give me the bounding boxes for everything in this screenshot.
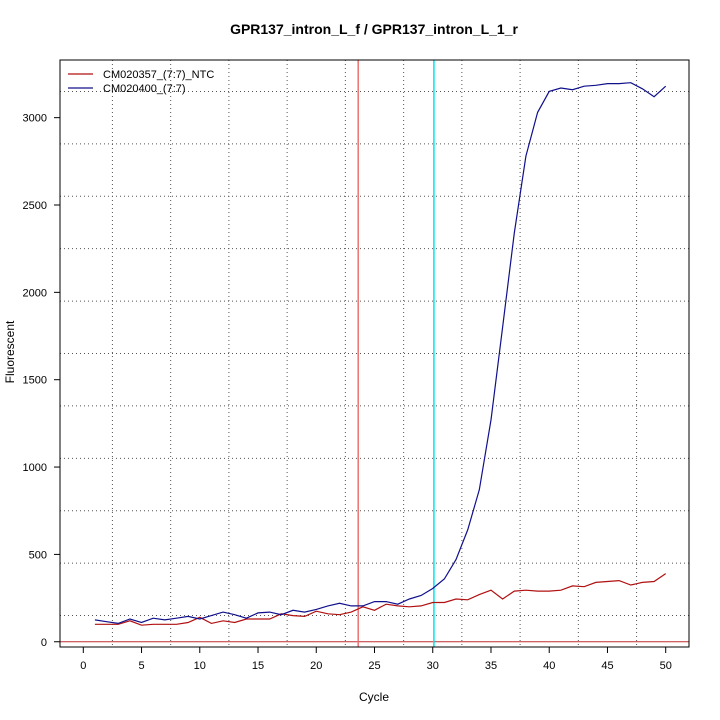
legend-label: CM020357_(7:7)_NTC (103, 69, 214, 81)
x-tick-label: 10 (194, 660, 206, 672)
y-tick-label: 0 (41, 637, 47, 649)
y-tick-label: 3000 (23, 113, 47, 125)
x-tick-label: 45 (601, 660, 613, 672)
series-lines (94, 82, 667, 626)
y-tick-label: 1000 (23, 462, 47, 474)
series-line-2 (94, 82, 667, 625)
axes: 0 5 10 15 20 25 30 35 40 45 5005001000150020002500… (23, 59, 690, 672)
y-tick-label: 1500 (23, 375, 47, 387)
chart-title: GPR137_intron_L_f / GPR137_intron_L_1_r (230, 21, 518, 37)
plot-frame (59, 59, 690, 648)
series-line-1 (94, 573, 667, 626)
legend: CM020357_(7:7)_NTC CM020400_(7:7) (68, 69, 214, 95)
x-tick-label: 5 (138, 660, 144, 672)
x-tick-label: 35 (485, 660, 497, 672)
legend-label: CM020400_(7:7) (103, 83, 186, 95)
x-tick-label: 50 (660, 660, 672, 672)
y-tick-label: 500 (29, 549, 47, 561)
threshold-lines (60, 60, 689, 647)
x-tick-label: 0 (80, 660, 86, 672)
x-tick-label: 30 (427, 660, 439, 672)
x-tick-label: 15 (252, 660, 264, 672)
y-tick-label: 2000 (23, 287, 47, 299)
x-axis-label: Cycle (359, 690, 389, 704)
grid-lines (60, 60, 689, 647)
y-tick-label: 2500 (23, 200, 47, 212)
x-tick-label: 20 (310, 660, 322, 672)
x-tick-label: 40 (543, 660, 555, 672)
x-tick-label: 25 (368, 660, 380, 672)
y-axis-label: Fluorescent (3, 320, 17, 383)
